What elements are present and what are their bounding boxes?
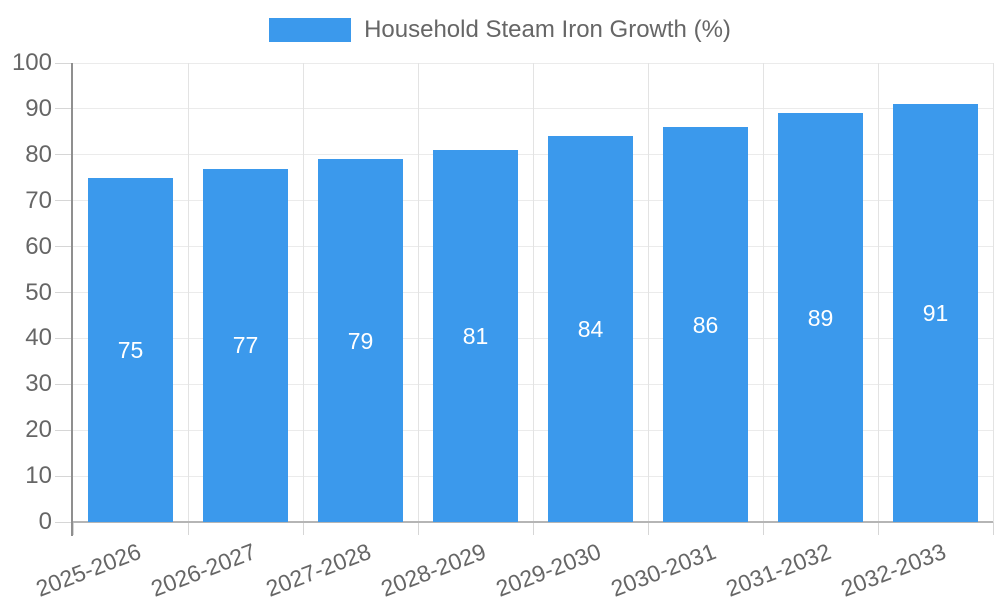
legend-swatch-icon [269,18,352,42]
x-axis-tick [187,522,189,535]
y-tick-label: 70 [25,186,52,214]
y-tick-label: 0 [38,508,52,535]
bar[interactable] [548,136,633,522]
y-axis-tick [55,292,73,293]
y-axis-tick [55,383,73,385]
x-axis-tick [302,522,304,535]
x-tick-label: 2027-2028 [261,538,374,600]
v-gridline [762,63,764,522]
legend-label: Household Steam Iron Growth (%) [364,16,731,43]
y-axis-tick [55,200,73,202]
x-tick-label: 2032-2033 [836,538,949,600]
x-axis-tick [762,522,764,535]
v-gridline [877,63,879,522]
bar[interactable] [433,150,518,522]
y-tick-label: 10 [25,462,52,490]
x-axis-tick [877,522,879,535]
bar[interactable] [778,113,863,522]
x-axis-tick [417,522,419,535]
y-axis-line [71,63,73,536]
v-gridline [187,63,189,522]
bar[interactable] [88,177,173,522]
v-gridline [302,63,304,522]
x-tick-label: 2031-2032 [721,538,834,600]
y-tick-label: 50 [25,278,52,306]
y-tick-label: 20 [25,416,52,444]
x-axis-tick [72,522,74,535]
x-tick-label: 2028-2029 [376,538,489,600]
y-axis-tick [55,429,73,431]
v-gridline [417,63,419,522]
y-tick-label: 80 [25,140,52,168]
x-tick-label: 2026-2027 [146,538,259,600]
bar[interactable] [203,168,288,522]
y-axis-tick [55,337,73,339]
v-gridline [647,63,649,522]
x-axis-tick [647,522,649,535]
y-axis-tick [55,246,73,248]
y-tick-label: 100 [11,49,52,76]
y-axis-tick [55,521,73,523]
x-tick-label: 2025-2026 [31,538,144,600]
bar[interactable] [663,127,748,522]
y-axis-tick [55,62,73,64]
y-tick-label: 60 [25,232,52,260]
y-axis-tick [55,108,73,110]
y-tick-label: 40 [25,324,52,352]
x-axis-tick [532,522,534,535]
x-axis-tick [992,522,994,535]
y-axis-tick [55,154,73,156]
v-gridline [992,63,994,522]
x-tick-label: 2029-2030 [491,538,604,600]
x-axis-line [73,521,993,523]
x-tick-label: 2030-2031 [606,538,719,600]
bar[interactable] [318,159,403,522]
v-gridline [532,63,534,522]
bar[interactable] [893,104,978,522]
y-axis-tick [55,475,73,477]
y-tick-label: 90 [25,94,52,122]
y-tick-label: 30 [25,370,52,398]
legend[interactable]: Household Steam Iron Growth (%) [0,17,1000,43]
